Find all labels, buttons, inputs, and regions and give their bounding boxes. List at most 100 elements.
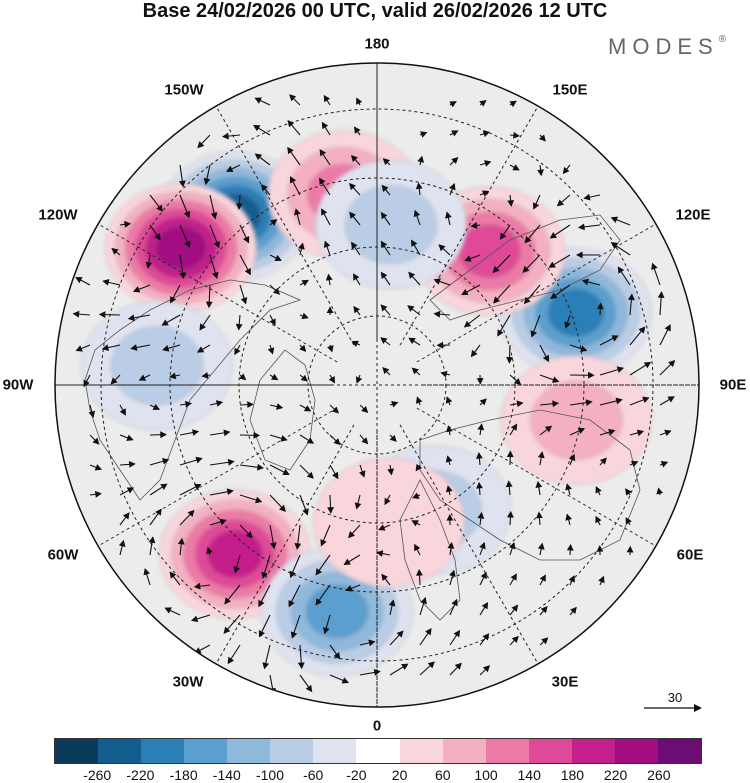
wind-vector <box>239 431 261 439</box>
wind-vector <box>476 374 484 385</box>
wind-vector <box>595 486 602 496</box>
colorbar-cell <box>270 739 314 763</box>
coastline-asia-east <box>429 214 621 321</box>
wind-vector <box>149 508 162 526</box>
wind-vector <box>463 314 481 328</box>
wind-vector <box>380 337 391 346</box>
wind-vector <box>269 254 282 261</box>
wind-vector <box>378 524 391 531</box>
wind-vector <box>419 131 428 138</box>
wind-vector <box>449 156 459 166</box>
wind-vector <box>130 344 151 351</box>
colorbar-cell <box>313 739 357 763</box>
wind-vector <box>178 164 186 188</box>
wind-vector <box>349 182 361 196</box>
wind-vector <box>446 425 453 436</box>
wind-vector <box>354 494 362 510</box>
lon-label-150e: 150E <box>552 81 588 99</box>
wind-vector <box>659 360 676 376</box>
wind-vector <box>539 374 560 383</box>
wind-vector <box>289 94 301 106</box>
wind-vector <box>89 490 102 498</box>
wind-vector <box>329 674 350 684</box>
wind-vector <box>565 483 572 496</box>
wind-vector <box>287 146 301 166</box>
wind-vectors <box>72 94 676 696</box>
wind-vector <box>119 220 132 228</box>
wind-vector <box>269 494 286 512</box>
wind-vector <box>577 223 601 231</box>
wind-vector <box>199 314 211 331</box>
wind-vector <box>389 630 404 646</box>
wind-vector <box>523 284 541 305</box>
wind-vector <box>479 633 490 646</box>
wind-vector <box>269 434 288 442</box>
wind-vector <box>446 513 454 526</box>
wind-vector <box>290 614 301 639</box>
wind-vector <box>288 584 301 608</box>
wind-vector <box>350 154 361 166</box>
wind-vector <box>389 401 399 408</box>
wind-vector <box>445 485 453 496</box>
coastline-europe <box>399 479 461 621</box>
wind-vector <box>565 513 572 526</box>
wind-vector <box>539 425 553 436</box>
wind-vector <box>509 100 517 108</box>
wind-vector <box>349 211 361 226</box>
wind-vector <box>499 224 511 240</box>
wind-vector <box>149 403 161 411</box>
colorbar-cell <box>528 739 572 763</box>
wind-vector <box>89 464 103 471</box>
wind-vector <box>138 374 151 381</box>
wind-vector <box>610 242 631 256</box>
arrow-right-icon <box>644 704 702 712</box>
wind-vector <box>536 511 543 526</box>
wind-vector <box>629 429 645 437</box>
wind-vector <box>119 487 135 496</box>
wind-vector <box>269 403 284 410</box>
wind-vector <box>179 429 200 436</box>
wind-vector <box>321 121 331 136</box>
wind-vector <box>299 434 315 444</box>
wind-vector <box>610 216 631 226</box>
wind-vector <box>359 639 376 647</box>
wind-vector <box>269 524 277 550</box>
wind-vector <box>149 194 163 212</box>
wind-vector <box>148 536 156 556</box>
wind-vector <box>224 584 241 605</box>
wind-vector <box>537 451 545 466</box>
wind-vector <box>470 344 481 358</box>
wind-vector <box>235 194 243 210</box>
wind-vector <box>327 494 334 514</box>
wind-vector <box>72 310 91 318</box>
wind-vector <box>569 344 588 352</box>
wind-vector <box>509 400 524 408</box>
wind-vector <box>209 224 220 249</box>
wind-vector <box>412 492 421 499</box>
wind-vector <box>659 461 669 468</box>
wind-vector <box>319 177 331 196</box>
wind-vector <box>359 404 369 414</box>
wind-vector <box>449 629 461 646</box>
wind-vector <box>384 494 391 506</box>
wind-vector <box>461 284 481 295</box>
wind-vector <box>509 131 520 139</box>
wind-vector <box>625 488 632 496</box>
wind-vector <box>132 284 151 293</box>
colorbar-tick-label: -220 <box>126 767 155 783</box>
wind-vector <box>415 182 423 196</box>
wind-vector <box>479 398 487 406</box>
wind-vector <box>381 184 391 196</box>
wind-vector <box>596 302 604 316</box>
wind-vector <box>507 194 515 207</box>
wind-vector <box>493 284 511 304</box>
wind-vector <box>411 367 421 376</box>
lon-label-60w: 60W <box>47 546 79 564</box>
colorbar-tick-label: 180 <box>560 767 585 783</box>
wind-vector <box>119 404 126 416</box>
wind-vector <box>119 460 136 468</box>
wind-vector <box>190 614 211 623</box>
wind-vector <box>201 371 211 379</box>
wind-vector <box>239 401 254 409</box>
